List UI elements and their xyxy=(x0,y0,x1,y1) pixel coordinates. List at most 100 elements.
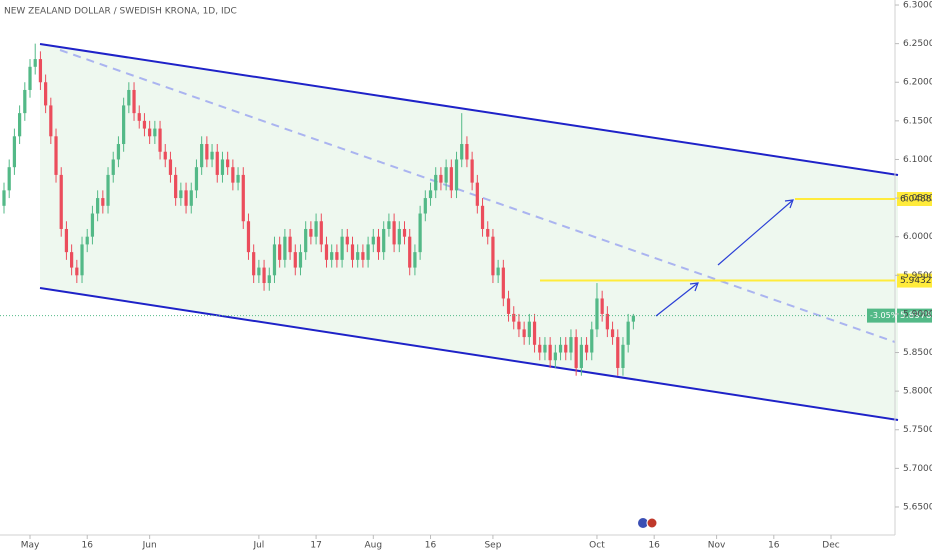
y-tick-label: 5.7000 xyxy=(903,464,932,474)
candle-body xyxy=(402,228,407,237)
candle-body xyxy=(330,252,334,260)
candle-body xyxy=(345,236,349,245)
y-tick-label: 6.0000 xyxy=(903,232,932,242)
candle-body xyxy=(480,205,485,229)
x-tick-label: 16 xyxy=(648,541,660,550)
candle-body xyxy=(179,190,183,199)
x-tick-label: Sep xyxy=(484,541,501,550)
x-tick-label: Jun xyxy=(142,541,157,550)
candle-body xyxy=(194,167,199,191)
candle-body xyxy=(605,313,609,330)
candle-body xyxy=(517,321,521,330)
candle-body xyxy=(376,236,381,253)
candle-body xyxy=(267,275,271,284)
flag-icon xyxy=(638,518,648,528)
candle-body xyxy=(7,167,11,191)
candle-body xyxy=(501,267,505,299)
candle-body xyxy=(574,337,578,368)
candle-body xyxy=(626,321,630,345)
candle-body xyxy=(491,236,495,276)
candle-body xyxy=(278,244,282,260)
candle-body xyxy=(262,267,266,284)
candle-body xyxy=(558,344,563,353)
x-tick-label: 16 xyxy=(82,541,94,550)
candle-body xyxy=(564,344,568,353)
candle-body xyxy=(64,228,69,253)
candle-body xyxy=(579,344,583,368)
candle-body xyxy=(314,221,318,237)
candle-body xyxy=(434,174,438,191)
candle-body xyxy=(38,59,43,83)
candle-body xyxy=(408,236,412,268)
candle-body xyxy=(241,174,245,222)
candle-body xyxy=(418,213,422,253)
overlays: 5.9432 6.0488 -3.05% 5.8978 xyxy=(0,192,932,323)
candle-body xyxy=(496,267,500,276)
candle-body xyxy=(174,174,178,199)
candle-body xyxy=(70,252,74,268)
candle-body xyxy=(163,151,167,160)
candle-body xyxy=(335,252,339,260)
x-tick-label: Aug xyxy=(365,541,383,550)
candle-body xyxy=(532,321,537,345)
candle-body xyxy=(356,252,360,260)
candle-body xyxy=(205,144,209,160)
candle-body xyxy=(80,244,84,276)
candle-body xyxy=(33,59,37,67)
candle-body xyxy=(293,252,297,268)
candle-body xyxy=(111,159,115,175)
candle-body xyxy=(486,228,490,237)
candle-body xyxy=(527,321,531,338)
candle-body xyxy=(215,151,219,175)
candle-body xyxy=(475,182,479,206)
candle-body xyxy=(12,136,17,168)
candle-body xyxy=(158,128,162,152)
arrow-head xyxy=(784,199,794,209)
y-tick-label: 5.6500 xyxy=(903,502,932,512)
y-tick-label: 6.1500 xyxy=(903,116,932,126)
candle-body xyxy=(226,159,230,168)
candle-body xyxy=(272,244,277,276)
candle-body xyxy=(153,128,157,137)
candle-body xyxy=(340,236,344,260)
x-tick-label: Jul xyxy=(252,541,264,550)
candle-body xyxy=(319,221,323,245)
channel-upper xyxy=(39,43,899,176)
candle-body xyxy=(538,344,542,353)
candle-body xyxy=(522,329,526,338)
candle-body xyxy=(366,244,370,260)
x-tick-label: Dec xyxy=(822,541,839,550)
candle-body xyxy=(116,144,121,160)
y-tick-label: 6.3000 xyxy=(903,1,932,11)
change-label: -3.05% xyxy=(870,311,899,320)
candles xyxy=(2,43,635,376)
candle-body xyxy=(449,167,453,191)
candle-body xyxy=(288,236,292,253)
candle-body xyxy=(257,267,261,276)
candle-body xyxy=(231,167,235,183)
candle-body xyxy=(392,221,396,245)
candle-body xyxy=(397,228,401,245)
x-tick-label: 16 xyxy=(425,541,437,550)
candle-body xyxy=(54,136,58,175)
candle-body xyxy=(304,228,308,253)
candle-body xyxy=(543,344,547,353)
candle-body xyxy=(122,105,126,145)
candle-body xyxy=(75,267,79,276)
candle-body xyxy=(595,298,599,330)
x-tick-label: 16 xyxy=(768,541,780,550)
y-tick-label: 5.9000 xyxy=(903,309,932,319)
candle-body xyxy=(101,198,105,206)
y-tick-label: 6.0500 xyxy=(903,194,932,204)
candle-body xyxy=(590,329,594,353)
level-label: 5.9432 xyxy=(900,276,932,286)
candle-body xyxy=(584,344,589,353)
candle-body xyxy=(44,82,48,106)
candle-body xyxy=(17,113,22,137)
candle-body xyxy=(465,144,469,160)
candle-body xyxy=(621,344,625,368)
candle-body xyxy=(387,221,391,229)
last-price-box xyxy=(897,308,932,323)
candle-body xyxy=(90,213,95,237)
level-label-box xyxy=(897,273,932,288)
